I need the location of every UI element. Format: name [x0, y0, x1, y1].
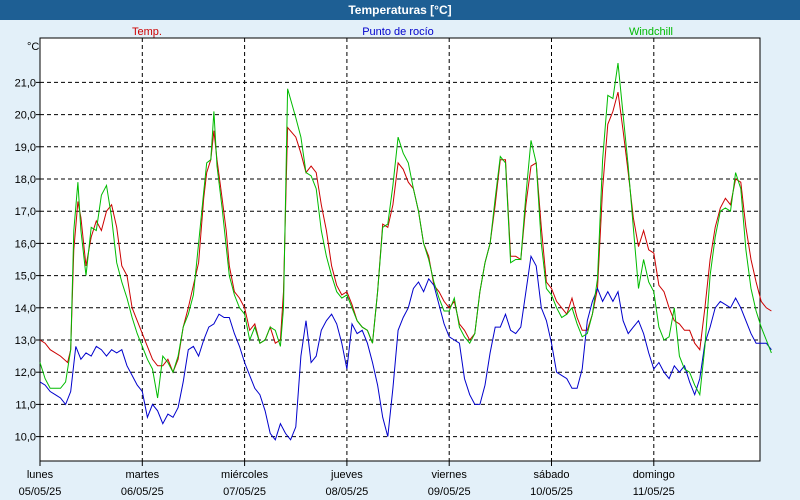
series-line-punto-de-roc-o [39, 254, 772, 441]
x-day-label: sábado [533, 469, 569, 481]
x-date-label: 06/05/25 [121, 486, 164, 498]
y-tick-label: 19,0 [15, 142, 36, 154]
x-date-label: 08/05/25 [325, 486, 368, 498]
legend-entry: Temp. [132, 26, 162, 38]
legend-entry: Windchill [629, 26, 673, 38]
y-axis-unit: °C [27, 41, 39, 53]
y-tick-label: 20,0 [15, 110, 36, 122]
series-line-temp- [39, 91, 772, 374]
x-date-label: 05/05/25 [19, 486, 62, 498]
x-day-label: miércoles [221, 469, 269, 481]
x-date-label: 10/05/25 [530, 486, 573, 498]
y-tick-label: 18,0 [15, 174, 36, 186]
x-date-label: 09/05/25 [428, 486, 471, 498]
series-lines [39, 63, 772, 441]
x-day-label: lunes [27, 469, 54, 481]
x-date-label: 11/05/25 [633, 486, 675, 498]
y-tick-label: 16,0 [15, 238, 36, 250]
series-line-windchill [39, 63, 772, 399]
y-tick-label: 11,0 [15, 399, 36, 411]
y-tick-label: 17,0 [15, 206, 36, 218]
y-tick-label: 15,0 [15, 271, 36, 283]
chart-title: Temperaturas [°C] [0, 0, 800, 20]
y-tick-label: 12,0 [15, 367, 36, 379]
grid-lines [36, 38, 760, 466]
x-date-label: 07/05/25 [223, 486, 266, 498]
plot-area [39, 37, 761, 462]
legend: Temp. Punto de rocío Windchill [132, 26, 673, 38]
x-day-label: domingo [633, 469, 675, 481]
x-day-label: viernes [431, 469, 467, 481]
legend-entry: Punto de rocío [362, 26, 434, 38]
y-axis-labels: 10,0 11,0 12,0 13,0 14,0 15,0 16,0 17,0 18,0 19,0… [15, 77, 36, 443]
y-tick-label: 10,0 [15, 432, 36, 444]
y-tick-label: 13,0 [15, 335, 36, 347]
x-day-label: jueves [330, 469, 363, 481]
x-day-label: martes [125, 469, 159, 481]
y-tick-label: 21,0 [15, 77, 36, 89]
y-tick-label: 14,0 [15, 303, 36, 315]
x-axis-labels: lunes 05/05/25 martes 06/05/25 miércoles 07/0… [19, 469, 675, 498]
